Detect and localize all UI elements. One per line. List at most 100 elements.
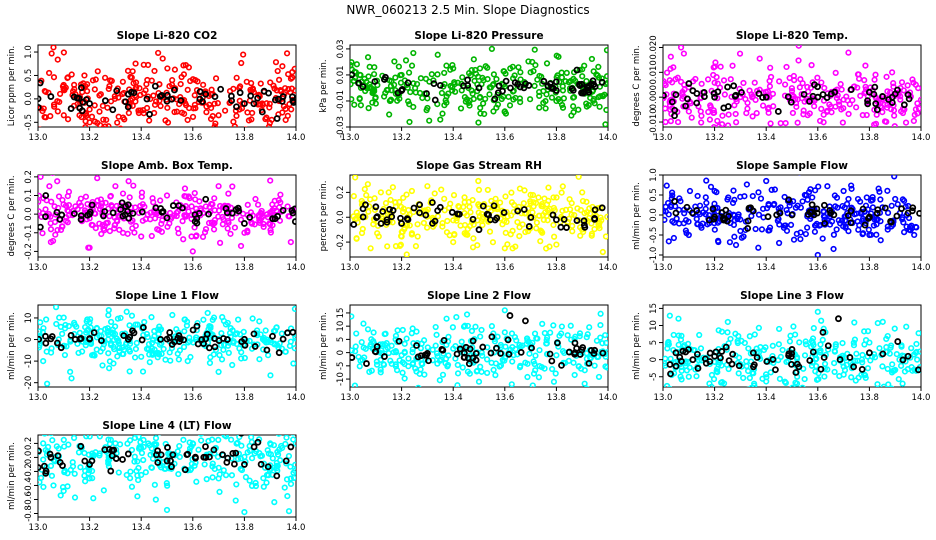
data-point bbox=[229, 183, 236, 190]
data-point bbox=[777, 353, 784, 360]
data-point bbox=[55, 445, 62, 452]
hourly-point bbox=[222, 205, 230, 212]
data-point bbox=[839, 340, 846, 347]
data-point bbox=[854, 84, 861, 91]
data-point bbox=[147, 209, 154, 216]
plot-frame bbox=[662, 304, 922, 388]
data-point bbox=[583, 334, 590, 341]
data-point bbox=[152, 496, 159, 503]
data-point bbox=[544, 207, 551, 214]
x-tick-label: 13.2 bbox=[80, 263, 99, 273]
data-point bbox=[879, 318, 886, 325]
panel-title: Slope Sample Flow bbox=[736, 160, 848, 172]
x-tick-label: 13.0 bbox=[341, 133, 360, 143]
data-point bbox=[529, 209, 536, 216]
hourly-point bbox=[181, 466, 189, 474]
data-point bbox=[105, 307, 112, 314]
data-point bbox=[103, 116, 110, 124]
data-point bbox=[533, 219, 540, 226]
data-point bbox=[899, 380, 906, 387]
hourly-point bbox=[166, 329, 174, 336]
hourly-point bbox=[124, 103, 132, 111]
data-point bbox=[711, 187, 718, 195]
data-point bbox=[91, 118, 99, 125]
plot-area bbox=[663, 175, 921, 257]
hourly-point bbox=[706, 349, 714, 357]
data-point bbox=[398, 352, 405, 359]
data-point bbox=[787, 221, 795, 228]
x-tick-label: 13.4 bbox=[444, 133, 463, 143]
data-point bbox=[782, 119, 789, 127]
hourly-point bbox=[78, 107, 86, 115]
data-point bbox=[288, 106, 295, 113]
data-point bbox=[38, 198, 42, 205]
data-point bbox=[250, 89, 258, 96]
data-point bbox=[67, 368, 74, 375]
data-point bbox=[539, 320, 546, 327]
hourly-point bbox=[38, 103, 42, 111]
data-point bbox=[220, 129, 225, 134]
x-tick-label: 13.8 bbox=[547, 133, 566, 143]
data-point bbox=[866, 339, 873, 346]
x-tick-label: 13.6 bbox=[183, 263, 202, 273]
data-point bbox=[271, 464, 278, 471]
y-tick-label: 0.020 bbox=[649, 35, 659, 59]
hourly-point bbox=[800, 91, 808, 98]
data-point bbox=[780, 224, 788, 231]
data-point bbox=[202, 225, 210, 233]
data-point bbox=[48, 435, 54, 437]
data-point bbox=[670, 64, 677, 71]
data-point bbox=[163, 480, 170, 487]
data-point bbox=[469, 244, 477, 251]
hourly-point bbox=[666, 361, 674, 368]
hourly-point bbox=[67, 331, 75, 339]
data-point bbox=[735, 354, 743, 361]
data-point bbox=[248, 435, 255, 441]
data-point bbox=[845, 195, 852, 203]
data-point bbox=[669, 192, 676, 199]
data-point bbox=[151, 215, 159, 222]
data-point bbox=[152, 350, 159, 357]
hourly-point bbox=[598, 78, 606, 86]
data-point bbox=[700, 209, 707, 216]
data-point bbox=[49, 437, 56, 444]
data-point bbox=[596, 103, 603, 110]
data-point bbox=[889, 361, 896, 368]
data-point bbox=[743, 181, 750, 188]
data-point bbox=[558, 69, 565, 76]
data-point bbox=[428, 71, 435, 78]
y-axis-label: kPa per min. bbox=[319, 59, 329, 112]
data-point bbox=[461, 93, 468, 101]
data-point bbox=[148, 232, 155, 240]
hourly-point bbox=[151, 82, 159, 90]
hourly-point bbox=[469, 337, 477, 345]
data-point bbox=[132, 321, 139, 328]
data-point bbox=[388, 342, 395, 349]
data-point bbox=[249, 109, 256, 117]
data-point bbox=[98, 230, 105, 238]
data-point bbox=[824, 183, 831, 190]
hourly-point bbox=[86, 208, 94, 216]
data-point bbox=[377, 369, 384, 376]
data-point bbox=[744, 99, 751, 107]
data-point bbox=[726, 239, 734, 246]
data-point bbox=[200, 81, 207, 88]
hourly-point bbox=[263, 346, 271, 354]
hourly-point bbox=[101, 208, 109, 215]
data-point bbox=[898, 79, 906, 86]
data-point bbox=[403, 335, 410, 342]
data-point bbox=[83, 435, 90, 440]
data-point bbox=[139, 368, 147, 375]
data-point bbox=[370, 71, 378, 78]
hourly-point bbox=[125, 214, 133, 222]
panel-title: Slope Amb. Box Temp. bbox=[101, 160, 233, 172]
plot-frame bbox=[349, 174, 609, 258]
hourly-point bbox=[42, 192, 50, 199]
data-point bbox=[481, 110, 488, 118]
hourly-point bbox=[873, 209, 881, 217]
hourly-point bbox=[573, 66, 581, 74]
panel-title: Slope Li-820 Pressure bbox=[414, 30, 543, 42]
data-point bbox=[82, 478, 89, 485]
data-point bbox=[741, 339, 748, 347]
